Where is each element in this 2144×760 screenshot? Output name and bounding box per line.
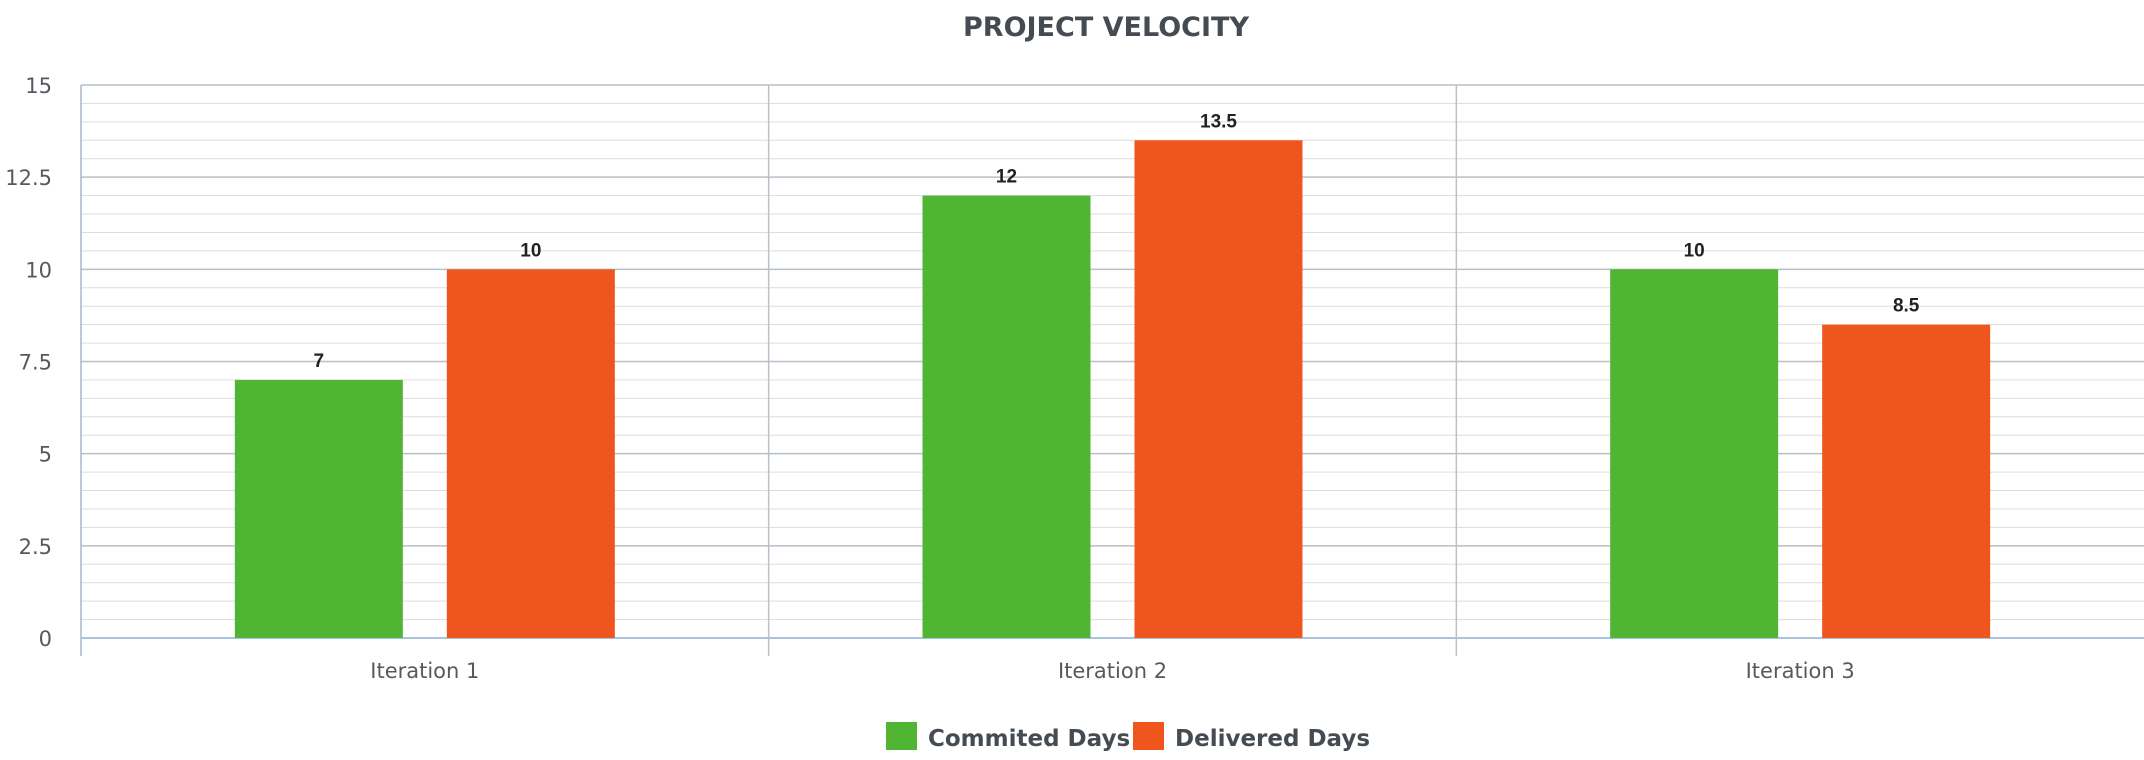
data-label: 12 bbox=[996, 167, 1017, 188]
data-labels: 7 10 12 13.5 10 8.5 bbox=[314, 111, 1920, 372]
x-axis-categories: Iteration 1 Iteration 2 Iteration 3 bbox=[370, 659, 1854, 683]
legend-label: Delivered Days bbox=[1175, 726, 1370, 752]
x-category-label: Iteration 3 bbox=[1746, 659, 1855, 683]
bars bbox=[234, 140, 1991, 639]
y-tick-label: 12.5 bbox=[5, 166, 52, 190]
data-label: 13.5 bbox=[1200, 111, 1237, 132]
y-tick-label: 2.5 bbox=[19, 535, 52, 559]
chart-title: PROJECT VELOCITY bbox=[963, 12, 1249, 43]
grid bbox=[80, 84, 2144, 656]
bar bbox=[1610, 269, 1779, 638]
bar bbox=[1134, 140, 1303, 639]
bar bbox=[446, 269, 615, 638]
bar bbox=[1822, 324, 1991, 638]
data-label: 10 bbox=[1684, 240, 1705, 261]
legend-label: Commited Days bbox=[928, 726, 1130, 752]
y-axis-ticks: 0 2.5 5 7.5 10 12.5 15 bbox=[5, 74, 52, 651]
data-label: 8.5 bbox=[1893, 296, 1920, 317]
legend: Commited Days Delivered Days bbox=[886, 722, 1370, 752]
y-tick-label: 5 bbox=[39, 443, 52, 467]
y-tick-label: 7.5 bbox=[19, 351, 52, 375]
legend-swatch bbox=[1133, 722, 1164, 750]
x-category-label: Iteration 2 bbox=[1058, 659, 1167, 683]
x-category-label: Iteration 1 bbox=[370, 659, 479, 683]
bar bbox=[922, 195, 1091, 638]
y-tick-label: 0 bbox=[39, 627, 52, 651]
legend-swatch bbox=[886, 722, 917, 750]
data-label: 7 bbox=[314, 351, 325, 372]
data-label: 10 bbox=[520, 240, 541, 261]
bar bbox=[234, 379, 403, 638]
y-tick-label: 15 bbox=[25, 74, 52, 98]
y-tick-label: 10 bbox=[25, 258, 52, 282]
